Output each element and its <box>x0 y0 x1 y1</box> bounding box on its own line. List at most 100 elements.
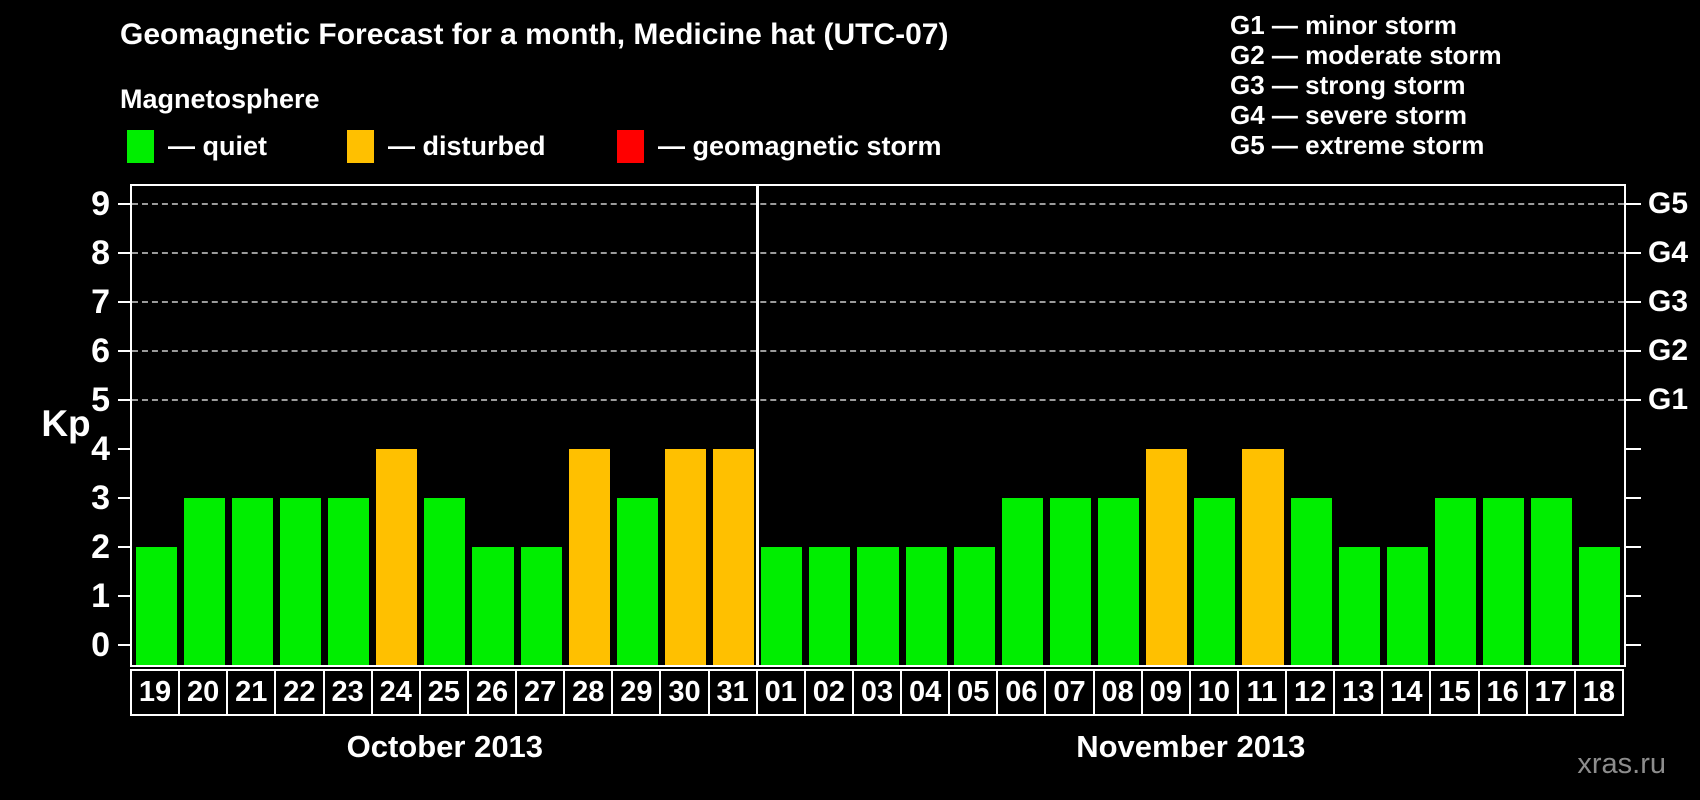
g-scale-label-g1: G1 <box>1648 382 1689 416</box>
y-tick-5 <box>118 398 130 401</box>
y-tick-label-4: 4 <box>91 430 110 469</box>
kp-bar-day-21 <box>231 498 273 665</box>
kp-bar-day-14 <box>1386 547 1428 665</box>
kp-bar-day-06 <box>1001 498 1043 665</box>
kp-bar-day-30 <box>664 449 707 665</box>
day-label-16: 16 <box>1477 669 1528 716</box>
day-label-22: 22 <box>274 669 325 716</box>
y-tick-label-6: 6 <box>91 331 110 370</box>
g3-legend-line: G3 — strong storm <box>1230 70 1466 100</box>
day-label-03: 03 <box>851 669 903 716</box>
g-scale-label-g2: G2 <box>1648 333 1689 367</box>
y-tick-0 <box>118 644 130 647</box>
day-label-27: 27 <box>515 669 566 716</box>
kp-bar-day-03 <box>857 547 899 665</box>
day-label-09: 09 <box>1140 669 1191 716</box>
gridline-kp7 <box>132 300 1624 303</box>
kp-bar-day-16 <box>1483 498 1525 665</box>
y-tick-3 <box>118 497 130 500</box>
day-label-30: 30 <box>659 669 710 716</box>
kp-bar-day-11 <box>1242 449 1284 665</box>
y-tick-4 <box>118 448 130 451</box>
kp-bar-day-05 <box>953 547 995 665</box>
kp-bar-day-24 <box>376 449 418 665</box>
day-label-14: 14 <box>1381 669 1432 716</box>
right-tick-3 <box>1626 497 1641 500</box>
right-tick-7 <box>1626 300 1641 303</box>
g1-legend-line: G1 — minor storm <box>1230 10 1457 40</box>
kp-bar-day-07 <box>1049 498 1092 665</box>
g-scale-legend: G1 — minor storm G2 — moderate storm G3 … <box>1230 10 1502 160</box>
legend-item-storm: — geomagnetic storm <box>617 127 942 165</box>
legend-item-quiet: — quiet <box>127 127 267 165</box>
day-label-21: 21 <box>226 669 277 716</box>
right-tick-4 <box>1626 448 1641 451</box>
g-scale-label-g3: G3 <box>1648 284 1689 318</box>
day-label-06: 06 <box>996 669 1047 716</box>
day-label-25: 25 <box>418 669 469 716</box>
day-label-17: 17 <box>1525 669 1576 716</box>
day-label-19: 19 <box>130 669 181 716</box>
y-tick-1 <box>118 595 130 598</box>
day-label-10: 10 <box>1188 669 1239 716</box>
day-label-23: 23 <box>322 669 373 716</box>
g5-legend-line: G5 — extreme storm <box>1230 130 1485 160</box>
right-tick-1 <box>1626 595 1641 598</box>
g4-legend-line: G4 — severe storm <box>1230 100 1468 130</box>
right-tick-5 <box>1626 398 1641 401</box>
y-tick-label-8: 8 <box>91 233 110 272</box>
kp-bar-day-01 <box>761 547 803 665</box>
right-tick-9 <box>1626 202 1641 205</box>
kp-bar-day-18 <box>1579 547 1621 665</box>
plot-area: 0 1 2 3 4 5 6 7 8 9 G1 G2 G3 G4 G5 <box>91 184 1688 667</box>
kp-bar-day-15 <box>1434 498 1477 665</box>
day-label-11: 11 <box>1236 669 1288 716</box>
quiet-label: — quiet <box>168 130 267 161</box>
kp-bar-day-29 <box>616 498 658 665</box>
g-scale-label-g4: G4 <box>1648 235 1689 269</box>
kp-bar-day-04 <box>905 547 947 665</box>
magnetosphere-label: Magnetosphere <box>120 84 320 114</box>
kp-bar-day-13 <box>1338 547 1380 665</box>
gridline-kp6 <box>132 349 1624 352</box>
kp-bar-day-10 <box>1194 498 1236 665</box>
y-tick-label-5: 5 <box>91 380 110 419</box>
g2-legend-line: G2 — moderate storm <box>1230 40 1502 70</box>
kp-bar-day-09 <box>1146 449 1188 665</box>
kp-bar-day-20 <box>183 498 225 665</box>
day-label-28: 28 <box>563 669 614 716</box>
g-scale-label-g5: G5 <box>1648 186 1689 220</box>
disturbed-label: — disturbed <box>388 130 546 161</box>
day-label-13: 13 <box>1333 669 1384 716</box>
gridline-kp8 <box>132 251 1624 254</box>
month-label-november: November 2013 <box>1076 729 1306 764</box>
day-label-04: 04 <box>900 669 951 716</box>
y-axis-title: Kp <box>41 403 91 444</box>
day-label-07: 07 <box>1044 669 1095 716</box>
y-tick-label-1: 1 <box>91 577 110 616</box>
day-label-20: 20 <box>178 669 229 716</box>
kp-bar-day-26 <box>472 547 514 665</box>
day-label-24: 24 <box>370 669 421 716</box>
right-tick-6 <box>1626 349 1641 352</box>
y-tick-label-7: 7 <box>91 282 110 321</box>
kp-bar-day-28 <box>568 449 610 665</box>
kp-bar-day-27 <box>520 547 562 665</box>
kp-bar-day-25 <box>424 498 466 665</box>
right-tick-0 <box>1626 644 1641 647</box>
month-separator <box>756 186 760 665</box>
right-tick-8 <box>1626 251 1641 254</box>
day-label-08: 08 <box>1092 669 1143 716</box>
disturbed-color-swatch <box>347 129 374 163</box>
day-label-01: 01 <box>755 669 806 716</box>
y-tick-7 <box>118 300 130 303</box>
quiet-color-swatch <box>127 129 154 163</box>
day-label-31: 31 <box>707 669 758 716</box>
day-label-18: 18 <box>1573 669 1624 716</box>
kp-bar-day-02 <box>809 547 851 665</box>
kp-bar-day-19 <box>135 547 177 665</box>
gridline-kp9 <box>132 202 1624 205</box>
y-tick-label-0: 0 <box>91 626 110 665</box>
y-tick-label-2: 2 <box>91 528 110 567</box>
